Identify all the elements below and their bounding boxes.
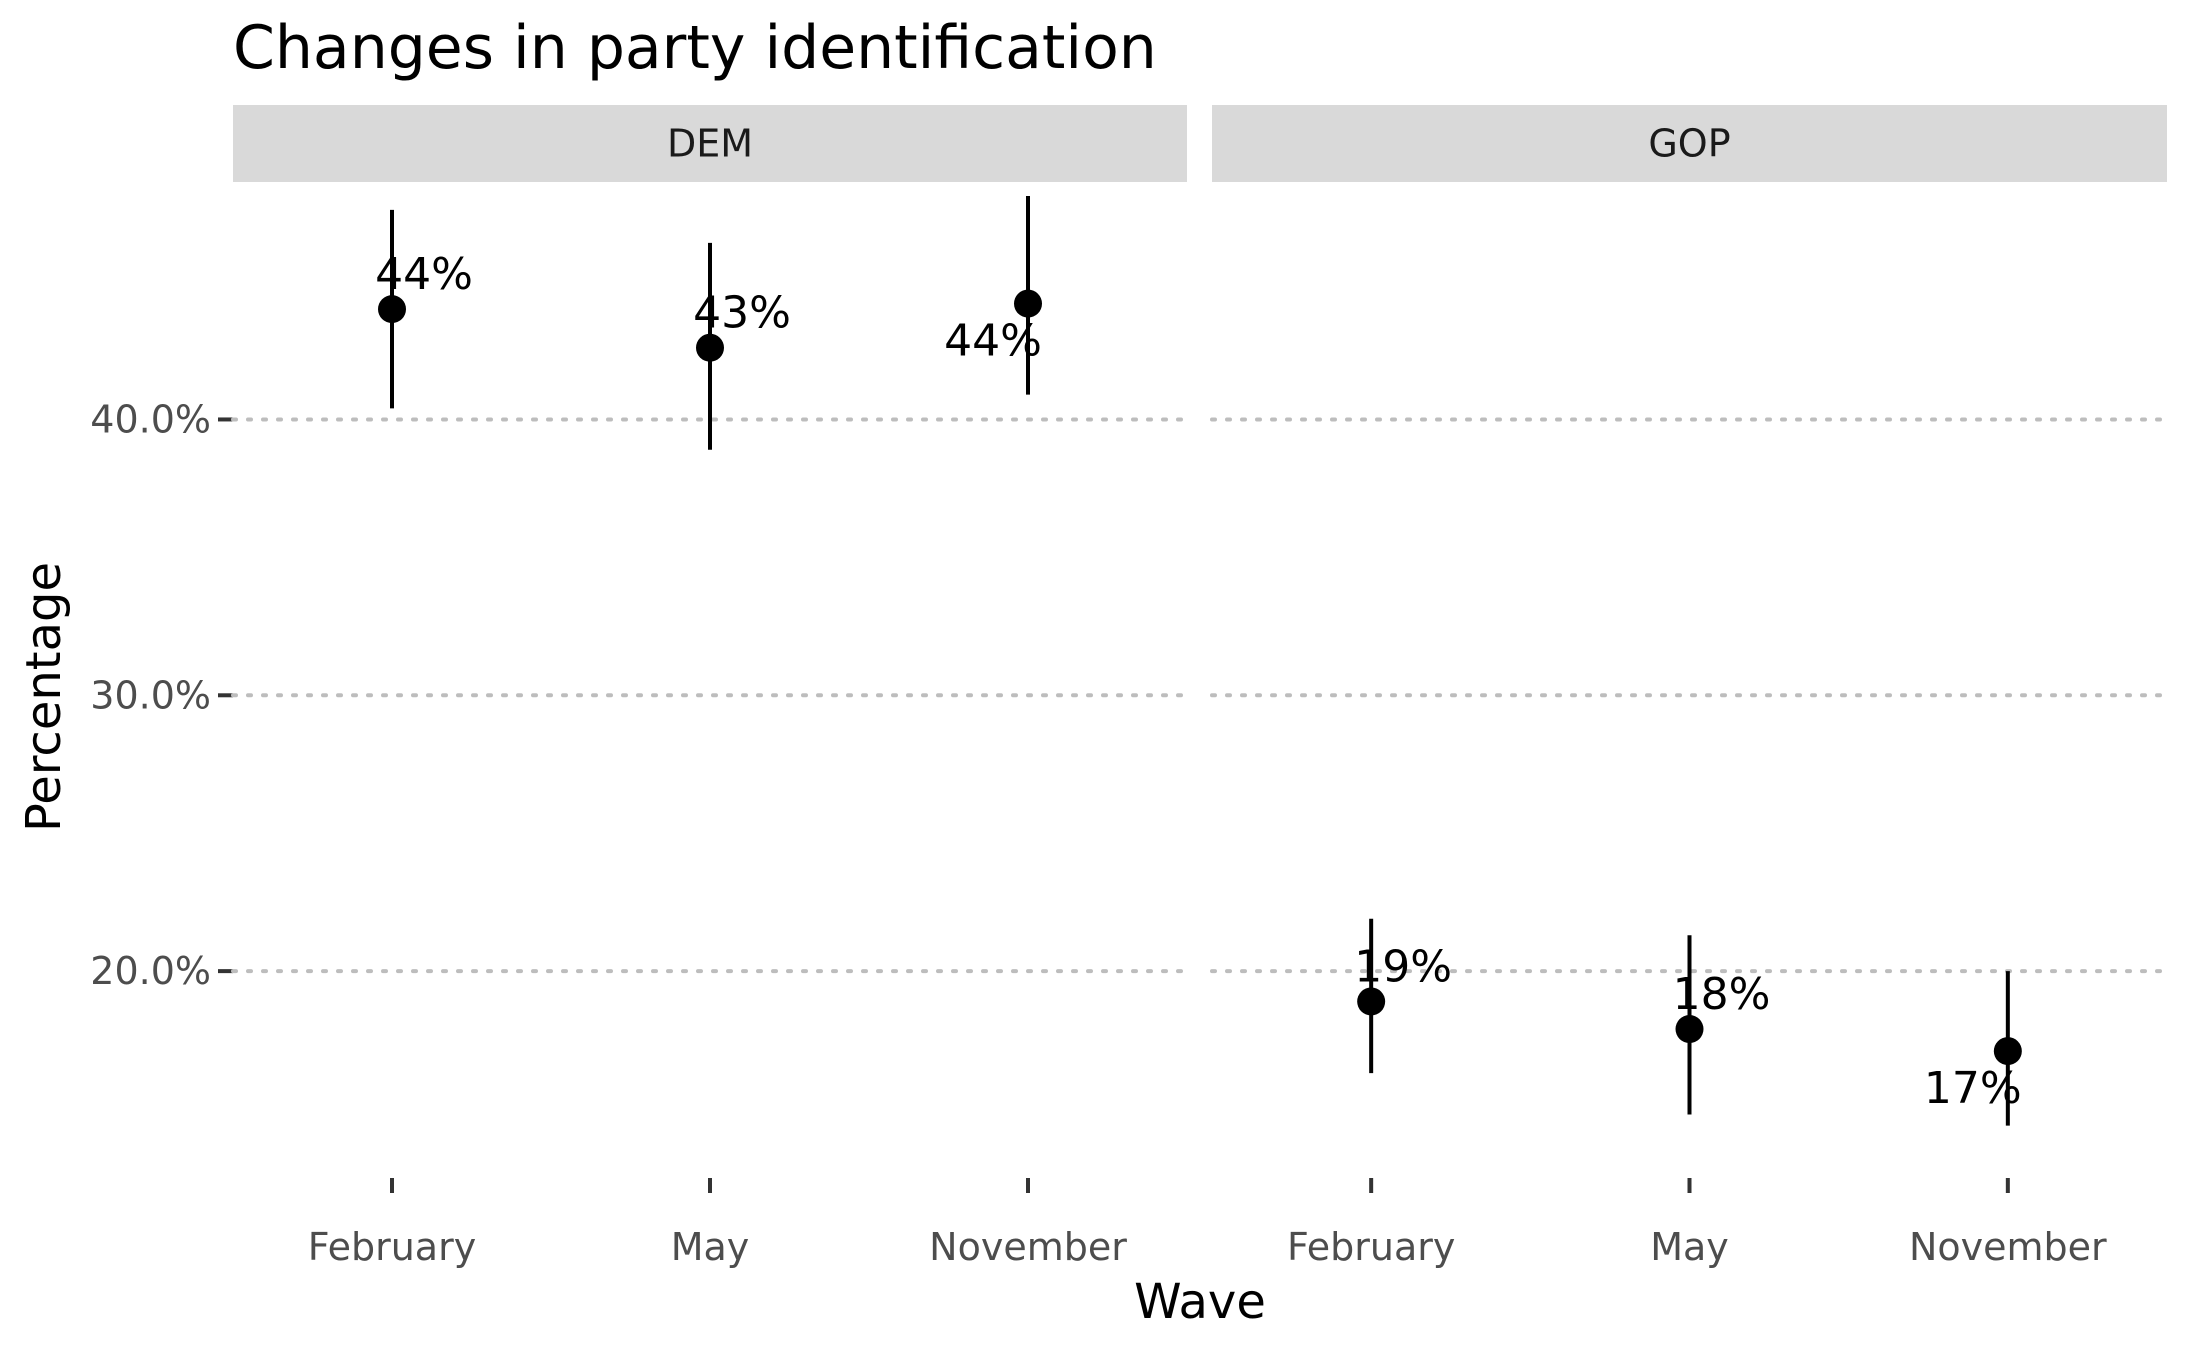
data-label: 18% <box>1673 969 1771 1020</box>
data-point <box>1993 1037 2022 1066</box>
x-tick-label: November <box>1909 1225 2107 1269</box>
y-tick-label: 20.0% <box>90 949 211 993</box>
data-label: 17% <box>1924 1063 2022 1114</box>
x-tick-label: May <box>1650 1225 1729 1269</box>
x-tick-label: May <box>671 1225 750 1269</box>
facet-strip-dem <box>233 105 1187 182</box>
data-point <box>1357 987 1386 1016</box>
data-label: 44% <box>944 316 1042 367</box>
plot-area: 20.0% 30.0% 40.0% DEM February May November 44%… <box>90 105 2169 1269</box>
facet-label: GOP <box>1648 122 1730 166</box>
x-tick-label: February <box>1287 1225 1455 1269</box>
data-point <box>378 295 406 324</box>
x-tick-label: November <box>929 1225 1127 1269</box>
data-label: 43% <box>693 288 791 339</box>
facet-strip-gop <box>1212 105 2167 182</box>
y-tick-label: 40.0% <box>90 397 211 441</box>
data-point <box>1675 1015 1704 1044</box>
facet-label: DEM <box>667 122 753 166</box>
data-point <box>1014 289 1042 318</box>
data-label: 19% <box>1354 941 1452 992</box>
chart-title: Changes in party identification <box>233 13 1157 83</box>
x-tick-label: February <box>308 1225 476 1269</box>
y-tick-label: 30.0% <box>90 673 211 717</box>
data-point <box>696 333 724 362</box>
y-axis-title: Percentage <box>16 562 72 832</box>
x-axis-title: Wave <box>1134 1274 1266 1330</box>
data-label: 44% <box>375 249 473 300</box>
